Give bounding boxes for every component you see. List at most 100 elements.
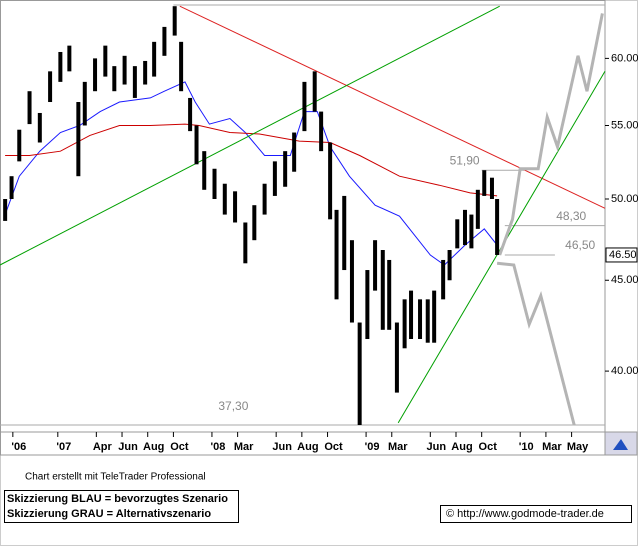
x-tick-label: '09 (365, 441, 380, 453)
price-bar (9, 176, 14, 199)
price-bar (283, 151, 288, 187)
price-bar (58, 51, 63, 82)
y-tick-label: 60.00 (611, 52, 638, 64)
last-price-box (605, 247, 638, 263)
x-tick-label: Jun (118, 441, 138, 453)
source-box (440, 505, 632, 523)
price-bar (243, 222, 248, 264)
price-bar (272, 161, 277, 196)
price-bar (365, 270, 370, 339)
x-tick-label: Mar (234, 441, 254, 453)
price-bar (334, 209, 339, 300)
price-bar (212, 168, 217, 199)
level-label: 46,50 (565, 238, 595, 252)
price-bar (194, 125, 199, 165)
price-bar (489, 177, 494, 199)
level-label: 37,30 (218, 399, 248, 413)
legend-line: Skizzierung BLAU = bevorzugtes Szenario (7, 493, 228, 505)
price-bar (82, 81, 87, 126)
price-bar (455, 219, 460, 249)
y-tick-label: 45.00 (611, 274, 638, 286)
line (0, 5, 500, 266)
price-bar (3, 198, 8, 221)
price-bar (37, 112, 42, 143)
x-tick-label: Oct (479, 441, 498, 453)
price-bar (112, 66, 117, 92)
x-tick-label: Aug (143, 441, 164, 453)
price-bar (328, 142, 333, 220)
price-bar (132, 66, 137, 98)
price-bar (179, 41, 184, 92)
price-bar (122, 55, 127, 85)
price-bar (262, 183, 267, 215)
price-bar (93, 58, 98, 92)
y-tick-label: 55.00 (611, 119, 638, 131)
price-bar (172, 6, 177, 36)
price-bar (387, 259, 392, 330)
x-tick-label: May (567, 441, 589, 453)
price-bar (495, 198, 500, 255)
price-bar (202, 151, 207, 190)
y-tick-label: 40.00 (611, 365, 638, 377)
x-tick-label: Oct (324, 441, 343, 453)
price-bar (425, 299, 430, 343)
price-bar (432, 290, 437, 343)
corner-icon (613, 439, 628, 450)
price-bar (349, 240, 354, 323)
price-bar (222, 183, 227, 215)
x-tick-label: Jun (272, 441, 292, 453)
price-bar (373, 240, 378, 291)
x-tick-label: '06 (11, 441, 26, 453)
x-tick-label: Apr (93, 441, 113, 453)
x-tick-label: Jun (427, 441, 447, 453)
price-bar (482, 170, 487, 196)
price-bar (143, 60, 148, 85)
y-tick-label: 50.00 (611, 193, 638, 205)
price-bar (447, 250, 452, 281)
x-tick-label: Oct (170, 441, 189, 453)
legend-line: Skizzierung GRAU = Alternativszenario (7, 508, 211, 520)
level-label: 48,30 (556, 209, 586, 223)
price-bar (342, 195, 347, 271)
x-tick-label: '10 (519, 441, 534, 453)
price-bar (312, 71, 317, 112)
x-tick-label: Mar (388, 441, 408, 453)
price-bar (462, 209, 467, 246)
price-bar (67, 45, 72, 72)
legend-box (4, 490, 239, 523)
price-bar (27, 91, 32, 125)
price-bar (48, 71, 53, 103)
price-bar (152, 41, 157, 77)
level-label: 64.30 (216, 0, 246, 2)
x-tick-label: Aug (297, 441, 318, 453)
plot: 64.30 37,30 51,90 48,30 46,50 (0, 0, 606, 426)
price-bar (402, 299, 407, 349)
last-price-label: 46.50 (609, 249, 637, 261)
price-bar (252, 205, 257, 241)
price-bar (409, 290, 414, 339)
price-bar (380, 250, 385, 330)
x-tick-label: Aug (451, 441, 472, 453)
price-bar (475, 189, 480, 229)
source: © http://www.godmode-trader.de (446, 508, 604, 520)
line (179, 5, 606, 209)
line (496, 261, 576, 426)
plot-frame (0, 0, 606, 433)
price-bar (357, 322, 362, 425)
price-bar (76, 102, 81, 177)
price-bar (233, 191, 238, 223)
price-bar (188, 97, 193, 132)
x-tick-label: '07 (56, 441, 71, 453)
price-bar (17, 129, 22, 162)
price-bar (292, 132, 297, 172)
credit: Chart erstellt mit TeleTrader Profession… (25, 472, 206, 483)
price-bar (319, 111, 324, 152)
price-bar (441, 259, 446, 300)
price-bar (103, 45, 108, 77)
price-bar (469, 214, 474, 249)
price-bar (394, 322, 399, 393)
price-bar (162, 26, 167, 56)
